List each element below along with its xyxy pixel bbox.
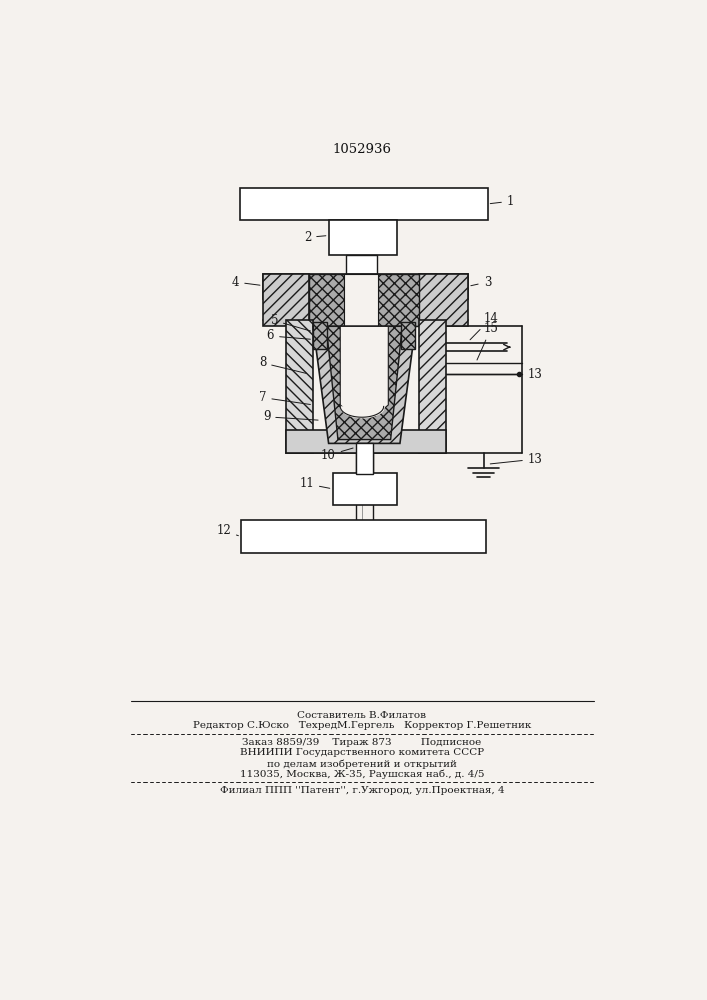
Text: 4: 4: [232, 276, 260, 289]
Text: 6: 6: [267, 329, 310, 342]
Bar: [313, 322, 327, 349]
Bar: [240, 188, 488, 220]
Polygon shape: [340, 326, 388, 416]
Bar: [402, 322, 416, 349]
Polygon shape: [327, 326, 402, 440]
Bar: [241, 520, 486, 553]
Text: 11: 11: [299, 477, 329, 490]
Bar: [356, 443, 373, 474]
Text: 1: 1: [490, 195, 514, 208]
Text: 10: 10: [321, 448, 353, 462]
Text: 113035, Москва, Ж-35, Раушская наб., д. 4/5: 113035, Москва, Ж-35, Раушская наб., д. …: [240, 770, 484, 779]
Text: 12: 12: [216, 524, 238, 537]
Bar: [329, 220, 397, 255]
Text: 1052936: 1052936: [332, 143, 392, 156]
Text: по делам изобретений и открытий: по делам изобретений и открытий: [267, 759, 457, 769]
Bar: [344, 274, 378, 299]
Polygon shape: [313, 326, 416, 443]
Bar: [263, 274, 468, 299]
Bar: [309, 274, 419, 326]
Text: Филиал ППП ''Патент'', г.Ужгород, ул.Проектная, 4: Филиал ППП ''Патент'', г.Ужгород, ул.Про…: [220, 786, 504, 795]
Bar: [263, 274, 309, 326]
Text: 7: 7: [259, 391, 310, 404]
Bar: [419, 320, 446, 453]
Text: ВНИИПИ Государственного комитета СССР: ВНИИПИ Государственного комитета СССР: [240, 748, 484, 757]
Text: 13: 13: [490, 453, 543, 466]
Text: Составитель В.Филатов: Составитель В.Филатов: [298, 711, 426, 720]
Bar: [344, 274, 378, 326]
Text: 8: 8: [259, 356, 307, 373]
Text: 14: 14: [470, 312, 498, 340]
Bar: [332, 473, 397, 505]
Bar: [286, 430, 446, 453]
Text: 3: 3: [471, 276, 491, 289]
Bar: [286, 320, 313, 453]
Text: Редактор С.Юско   ТехредМ.Гергель   Корректор Г.Решетник: Редактор С.Юско ТехредМ.Гергель Корректо…: [193, 721, 531, 730]
Bar: [419, 274, 468, 326]
Text: Заказ 8859/39    Тираж 873         Подписное: Заказ 8859/39 Тираж 873 Подписное: [243, 738, 481, 747]
Text: 13: 13: [528, 368, 543, 381]
Bar: [346, 255, 377, 274]
Text: 5: 5: [271, 314, 310, 331]
Text: 15: 15: [477, 322, 498, 360]
Text: 9: 9: [263, 410, 318, 423]
Text: 2: 2: [304, 231, 326, 244]
